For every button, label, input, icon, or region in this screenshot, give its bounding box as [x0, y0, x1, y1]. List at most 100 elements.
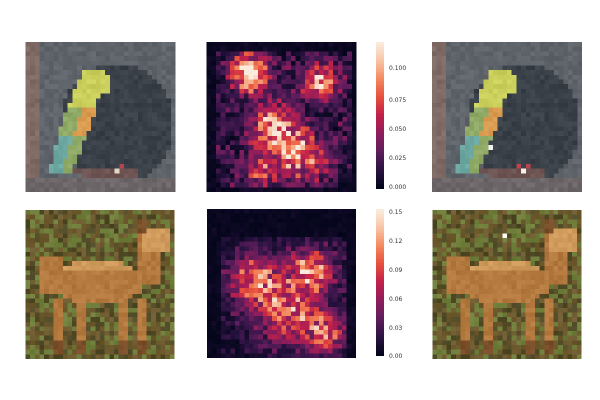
image-pixel: [474, 84, 479, 89]
image-pixel: [90, 307, 96, 313]
image-pixel: [63, 117, 68, 122]
heatmap-cell: [211, 182, 216, 188]
heatmap-cell: [234, 222, 240, 228]
heatmap-cell: [337, 98, 343, 104]
image-pixel: [100, 177, 106, 183]
image-pixel: [119, 159, 125, 164]
heatmap-cell: [333, 74, 338, 80]
image-pixel: [549, 159, 554, 164]
image-pixel: [563, 187, 569, 192]
image-pixel: [544, 177, 550, 183]
image-pixel: [25, 247, 31, 252]
image-pixel: [567, 177, 573, 183]
image-pixel: [464, 126, 470, 132]
image-pixel: [39, 154, 45, 160]
heatmap-cell: [309, 297, 315, 303]
heatmap-cell: [342, 131, 348, 136]
heatmap-cell: [319, 140, 324, 146]
image-pixel: [34, 317, 40, 322]
heatmap-cell: [300, 56, 306, 61]
image-pixel: [539, 60, 545, 66]
heatmap-cell: [332, 306, 338, 312]
heatmap-cell: [253, 264, 259, 270]
image-pixel: [474, 182, 479, 188]
image-pixel: [553, 140, 559, 146]
image-pixel: [497, 126, 503, 132]
image-pixel: [553, 173, 559, 179]
image-pixel: [77, 74, 82, 80]
image-pixel: [76, 331, 82, 336]
heatmap-cell: [258, 163, 263, 169]
image-pixel: [127, 261, 133, 266]
heatmap-cell: [314, 51, 320, 57]
heatmap-cell: [295, 177, 301, 183]
heatmap-cell: [276, 182, 282, 188]
image-pixel: [123, 163, 129, 169]
heatmap-cell: [216, 302, 222, 307]
heatmap-cell: [239, 159, 245, 164]
heatmap-cell: [323, 260, 329, 265]
heatmap-cell: [281, 325, 287, 331]
image-pixel: [44, 331, 49, 336]
heatmap-cell: [225, 149, 231, 155]
image-pixel: [511, 177, 517, 183]
heatmap-cell: [234, 149, 240, 155]
image-pixel: [160, 331, 166, 336]
image-pixel: [44, 159, 50, 164]
image-pixel: [30, 74, 35, 80]
heatmap-cell: [220, 222, 226, 228]
heatmap-cell: [206, 140, 212, 146]
image-pixel: [464, 177, 470, 183]
image-pixel: [492, 117, 498, 122]
image-pixel: [62, 237, 68, 243]
heatmap-cell: [239, 121, 245, 127]
heatmap-cell: [333, 149, 338, 155]
image-pixel: [133, 182, 139, 188]
heatmap-cell: [244, 154, 249, 160]
image-pixel: [63, 79, 68, 85]
image-pixel: [492, 140, 498, 146]
image-pixel: [530, 74, 536, 80]
image-pixel: [492, 168, 498, 174]
heatmap-cell: [267, 74, 273, 80]
image-pixel: [90, 247, 96, 252]
image-pixel: [516, 70, 522, 75]
heatmap-cell: [281, 154, 287, 160]
heatmap-cell: [314, 70, 320, 75]
image-pixel: [502, 182, 508, 188]
image-pixel: [165, 326, 170, 332]
heatmap-cell: [215, 173, 221, 179]
heatmap-cell: [239, 145, 245, 150]
image-pixel: [72, 289, 77, 294]
image-pixel: [488, 56, 494, 61]
colorbar-step: [376, 49, 384, 53]
heatmap-cell: [319, 56, 324, 61]
image-pixel: [152, 98, 157, 104]
image-pixel: [119, 187, 125, 192]
image-pixel: [91, 187, 96, 192]
image-pixel: [563, 102, 569, 108]
heatmap-cell: [290, 320, 296, 326]
heatmap-cell: [267, 93, 273, 99]
heatmap-cell: [281, 56, 287, 61]
heatmap-cell: [267, 218, 273, 224]
heatmap-cell: [347, 126, 352, 132]
heatmap-cell: [262, 222, 268, 228]
heatmap-cell: [300, 79, 306, 85]
image-pixel: [156, 117, 162, 122]
image-pixel: [567, 46, 573, 52]
image-pixel: [44, 312, 49, 318]
image-pixel: [152, 163, 157, 169]
heatmap-cell: [351, 102, 357, 108]
image-pixel: [95, 242, 101, 248]
image-pixel: [118, 275, 124, 280]
image-pixel: [109, 289, 115, 294]
heatmap-cell: [258, 278, 263, 284]
heatmap-cell: [276, 213, 282, 219]
image-pixel: [34, 284, 40, 290]
heatmap-cell: [300, 246, 305, 251]
image-pixel: [109, 173, 115, 179]
image-pixel: [170, 163, 176, 169]
heatmap-cell: [342, 88, 348, 94]
image-pixel: [169, 317, 175, 322]
